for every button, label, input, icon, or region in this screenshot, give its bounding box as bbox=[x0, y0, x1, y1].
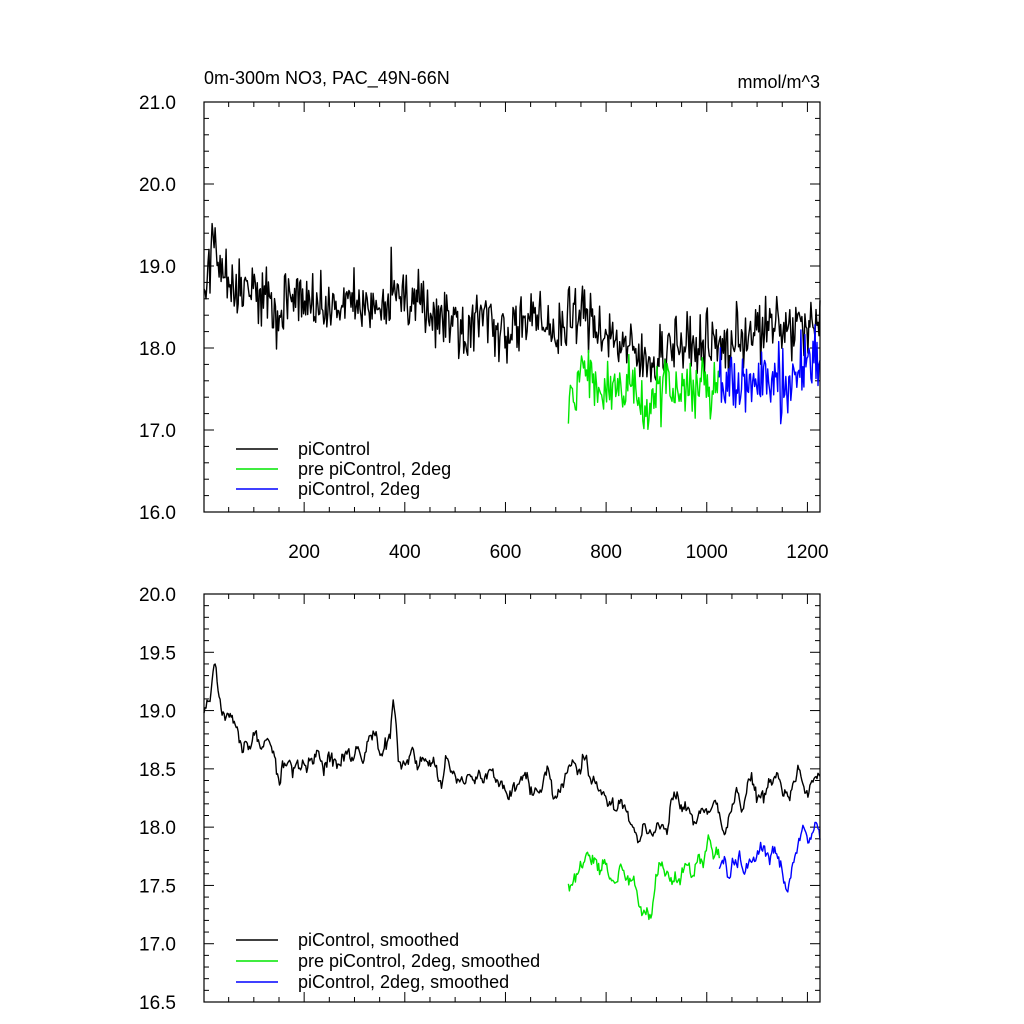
legend-label: piControl, 2deg bbox=[298, 479, 420, 499]
y-tick-label: 21.0 bbox=[139, 93, 176, 114]
series-line bbox=[203, 663, 821, 844]
x-tick-label: 1000 bbox=[686, 542, 728, 563]
y-tick-label: 18.0 bbox=[139, 339, 176, 360]
plot-lines bbox=[203, 222, 821, 430]
y-tick-label: 16.0 bbox=[139, 503, 176, 524]
y-tick-label: 19.0 bbox=[139, 702, 176, 723]
y-tick-label: 20.0 bbox=[139, 175, 176, 196]
axis-ticks: 16.5 17.0 17.5 18.0 18.5 19.0 19.5 20.0 bbox=[139, 585, 820, 1014]
legend-label: piControl, 2deg, smoothed bbox=[298, 972, 509, 992]
legend-label: pre piControl, 2deg bbox=[298, 459, 451, 479]
series-line bbox=[567, 834, 720, 921]
plot-frame bbox=[203, 593, 821, 1003]
series-line bbox=[718, 821, 821, 893]
x-tick-label: 600 bbox=[490, 542, 522, 563]
y-tick-label: 17.0 bbox=[139, 421, 176, 442]
x-tick-label: 800 bbox=[590, 542, 622, 563]
y-tick-label: 17.0 bbox=[139, 935, 176, 956]
y-tick-label: 18.5 bbox=[139, 760, 176, 781]
series-line bbox=[203, 222, 821, 383]
y-tick-label: 16.5 bbox=[139, 993, 176, 1014]
series-line bbox=[567, 349, 720, 430]
x-tick-label: 200 bbox=[288, 542, 320, 563]
x-tick-label: 1200 bbox=[786, 542, 828, 563]
x-tick-label: 400 bbox=[389, 542, 421, 563]
y-tick-label: 19.5 bbox=[139, 643, 176, 664]
plot-frame bbox=[203, 101, 821, 513]
y-tick-label: 20.0 bbox=[139, 585, 176, 606]
top-panel: 0m-300m NO3, PAC_49N-66N mmol/m^3 200 400… bbox=[139, 68, 829, 563]
chart-title: 0m-300m NO3, PAC_49N-66N bbox=[204, 68, 450, 89]
y-tick-label: 17.5 bbox=[139, 876, 176, 897]
y-tick-label: 18.0 bbox=[139, 818, 176, 839]
bottom-panel: 16.5 17.0 17.5 18.0 18.5 19.0 19.5 20.0 piContr… bbox=[139, 585, 821, 1014]
legend-label: piControl, smoothed bbox=[298, 930, 459, 950]
axis-ticks: 200 400 600 800 1000 1200 16.0 17.0 18.0 19.0 20.0… bbox=[139, 93, 829, 563]
y-tick-label: 19.0 bbox=[139, 257, 176, 278]
units-label: mmol/m^3 bbox=[738, 72, 820, 92]
legend-label: piControl bbox=[298, 439, 370, 459]
legend-label: pre piControl, 2deg, smoothed bbox=[298, 951, 540, 971]
series-line bbox=[718, 324, 821, 425]
plot-lines bbox=[203, 663, 821, 921]
